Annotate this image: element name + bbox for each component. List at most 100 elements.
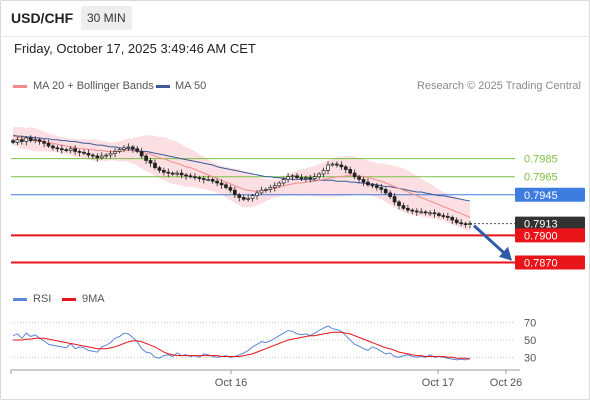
candle-down: [463, 223, 468, 225]
candle-up: [317, 173, 321, 178]
candle-down: [148, 160, 153, 164]
candle-down: [441, 215, 446, 217]
candle-down: [153, 162, 157, 169]
last-price-tag: [515, 216, 585, 231]
rsi-legend-swatch: [13, 298, 27, 301]
candle-down: [157, 167, 162, 171]
candle-down: [232, 189, 237, 196]
rsi-legend-label: RSI: [33, 293, 52, 305]
candle-down: [241, 197, 246, 200]
candle-down: [406, 207, 410, 211]
ma50-legend-label: MA 50: [175, 80, 207, 92]
timeframe-badge[interactable]: 30 MIN: [81, 6, 132, 30]
candle-up: [321, 170, 326, 175]
candle-down: [46, 142, 51, 147]
candle-up: [99, 155, 104, 159]
candle-up: [286, 176, 290, 180]
rsi-tick-label: 30: [524, 352, 536, 364]
candle-up: [108, 152, 113, 156]
candle-up: [175, 172, 180, 175]
candle-up: [312, 176, 317, 179]
candle-down: [135, 148, 140, 152]
candle-down: [397, 201, 401, 206]
candle-down: [361, 179, 366, 183]
currency-pair: USD/CHF: [11, 10, 74, 26]
candle-down: [450, 216, 455, 221]
candle-down: [201, 178, 206, 180]
candle-up: [255, 192, 259, 197]
candle-up: [104, 154, 109, 157]
x-tick-label: Oct 16: [215, 377, 247, 389]
forecast-arrow-shaft: [472, 224, 508, 256]
candle-down: [370, 184, 375, 187]
candle-up: [326, 164, 330, 171]
candle-up: [24, 137, 29, 142]
candle-down: [193, 176, 197, 179]
candle-up: [122, 147, 126, 150]
ma20-legend-label: MA 20 + Bollinger Bands: [33, 80, 154, 92]
candle-down: [374, 185, 379, 188]
candle-up: [330, 163, 335, 166]
bollinger-band-area: [13, 127, 470, 232]
header-bar: USD/CHF 30 MIN: [0, 0, 590, 37]
candles-group: [11, 135, 472, 229]
candle-up: [206, 179, 211, 181]
copyright-note: Research © 2025 Trading Central: [416, 80, 581, 92]
candle-down: [55, 147, 60, 150]
candle-down: [64, 149, 69, 151]
candle-down: [383, 188, 388, 194]
candle-down: [295, 175, 299, 178]
candle-down: [437, 213, 441, 216]
candle-up: [290, 175, 295, 178]
support-level-tag: [515, 228, 585, 243]
candle-down: [343, 166, 348, 170]
candle-down: [210, 179, 215, 182]
candle-down: [188, 175, 193, 178]
ma20-line: [12, 135, 471, 218]
candle-down: [95, 155, 100, 159]
ma9-legend-label: 9MA: [82, 293, 105, 305]
candle-down: [401, 205, 406, 209]
candle-up: [419, 211, 424, 214]
pivot-level-tag: [515, 187, 585, 202]
candle-down: [179, 172, 184, 176]
candle-down: [42, 141, 46, 144]
candle-down: [59, 148, 64, 151]
candle-down: [299, 177, 304, 179]
candle-down: [366, 181, 370, 186]
x-tick-label: Oct 26: [490, 377, 522, 389]
candle-down: [219, 182, 224, 186]
candle-up: [246, 198, 251, 200]
candle-down: [423, 211, 428, 214]
candle-down: [414, 210, 419, 213]
candle-down: [170, 172, 175, 175]
candle-down: [166, 171, 171, 174]
candle-down: [11, 140, 15, 143]
candle-down: [432, 212, 437, 215]
candle-down: [184, 174, 188, 177]
candle-down: [224, 184, 228, 188]
rsi-tick-label: 70: [524, 318, 536, 330]
candle-down: [215, 180, 219, 184]
candle-down: [144, 155, 148, 161]
candle-down: [454, 219, 459, 224]
candle-up: [468, 223, 472, 225]
candle-down: [28, 137, 33, 141]
candle-up: [68, 148, 73, 151]
candle-down: [51, 145, 55, 149]
candle-down: [77, 151, 82, 153]
candle-up: [264, 188, 268, 191]
candle-down: [339, 164, 344, 168]
ma9-legend-swatch: [62, 298, 76, 301]
candle-down: [139, 151, 144, 157]
candle-down: [73, 148, 77, 152]
rsi-ma-line: [13, 331, 471, 360]
candle-up: [277, 182, 282, 187]
ma20-legend-swatch: [13, 85, 27, 88]
candle-down: [86, 152, 91, 156]
rsi-tick-label: 50: [524, 335, 536, 347]
ma50-legend-swatch: [156, 85, 170, 88]
candle-down: [197, 177, 202, 179]
candle-up: [428, 212, 432, 215]
